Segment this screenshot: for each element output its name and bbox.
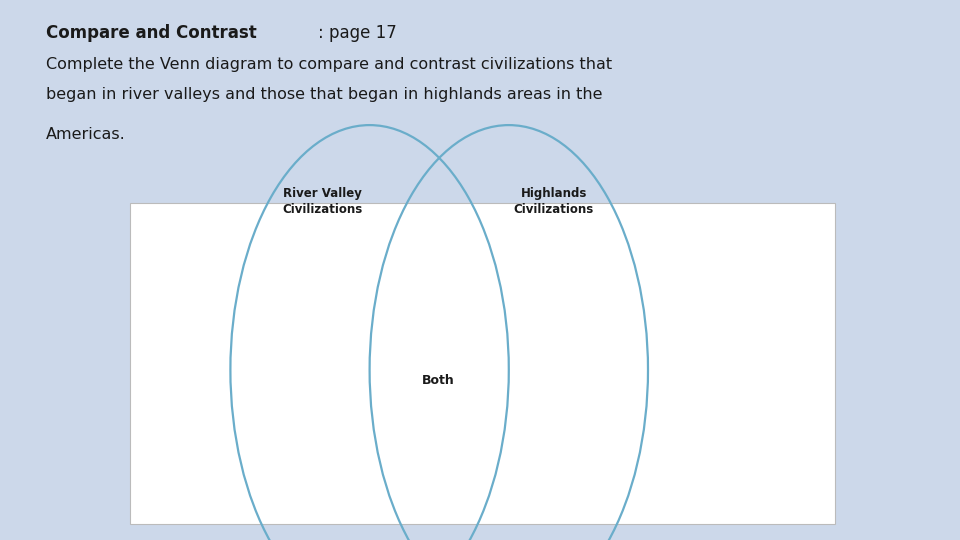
- Text: Compare and Contrast: Compare and Contrast: [46, 24, 257, 42]
- Text: River Valley
Civilizations: River Valley Civilizations: [282, 187, 363, 216]
- Text: : page 17: : page 17: [318, 24, 396, 42]
- Text: Complete the Venn diagram to compare and contrast civilizations that: Complete the Venn diagram to compare and…: [46, 57, 612, 72]
- FancyBboxPatch shape: [130, 202, 835, 524]
- Text: Both: Both: [422, 374, 455, 387]
- Text: began in river valleys and those that began in highlands areas in the: began in river valleys and those that be…: [46, 87, 603, 103]
- Text: Highlands
Civilizations: Highlands Civilizations: [514, 187, 594, 216]
- Text: Americas.: Americas.: [46, 127, 126, 142]
